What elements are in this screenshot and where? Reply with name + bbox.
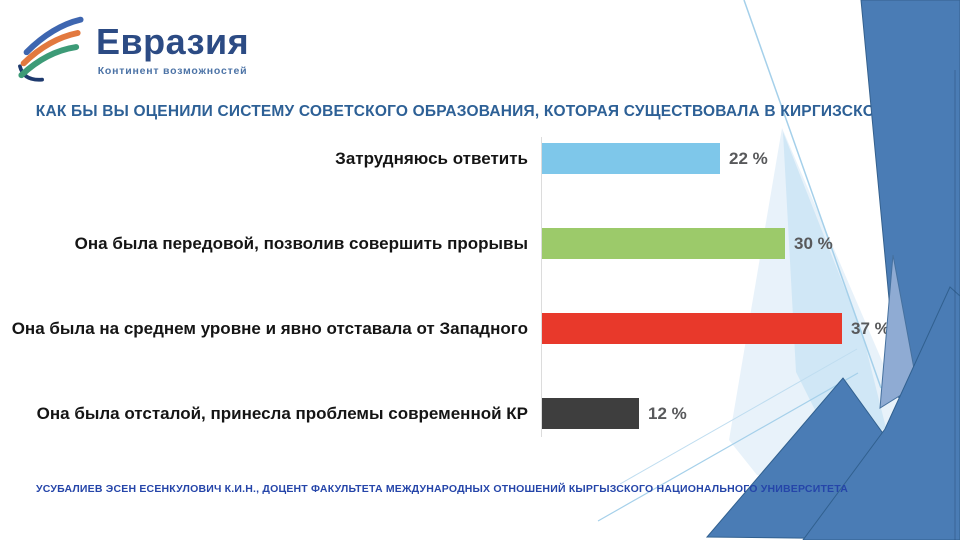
chart-row: Она была передовой, позволив совершить п… — [0, 228, 960, 259]
category-label: Она была на среднем уровне и явно отстав… — [11, 319, 528, 338]
logo-tagline: Континент возможностей — [97, 65, 248, 77]
logo-name: Евразия — [96, 21, 250, 62]
value-label: 22 % — [729, 149, 768, 168]
slide-title: КАК БЫ ВЫ ОЦЕНИЛИ СИСТЕМУ СОВЕТСКОГО ОБР… — [35, 103, 925, 120]
bar — [542, 228, 785, 259]
chart-row: Затрудняюсь ответить 22 % — [0, 143, 960, 174]
logo-text-block: Евразия Континент возможностей — [96, 21, 250, 78]
category-label: Она была отсталой, принесла проблемы сов… — [36, 404, 528, 423]
bar — [542, 143, 720, 174]
bar — [542, 313, 842, 344]
value-label: 30 % — [794, 234, 833, 253]
eurasia-logo: Евразия Континент возможностей — [14, 12, 249, 88]
category-label: Затрудняюсь ответить — [335, 149, 528, 168]
value-label: 12 % — [648, 404, 687, 423]
eurasia-swoosh-icon — [18, 16, 84, 82]
category-label: Она была передовой, позволив совершить п… — [74, 234, 528, 253]
bar — [542, 398, 639, 429]
chart-row: Она была отсталой, принесла проблемы сов… — [0, 398, 960, 429]
chart-row: Она была на среднем уровне и явно отстав… — [0, 313, 960, 344]
chart-axis-line — [541, 137, 542, 437]
author-credit: УСУБАЛИЕВ ЭСЕН ЕСЕНКУЛОВИЧ К.И.Н., ДОЦЕН… — [36, 483, 848, 495]
value-label: 37 % — [851, 319, 890, 338]
